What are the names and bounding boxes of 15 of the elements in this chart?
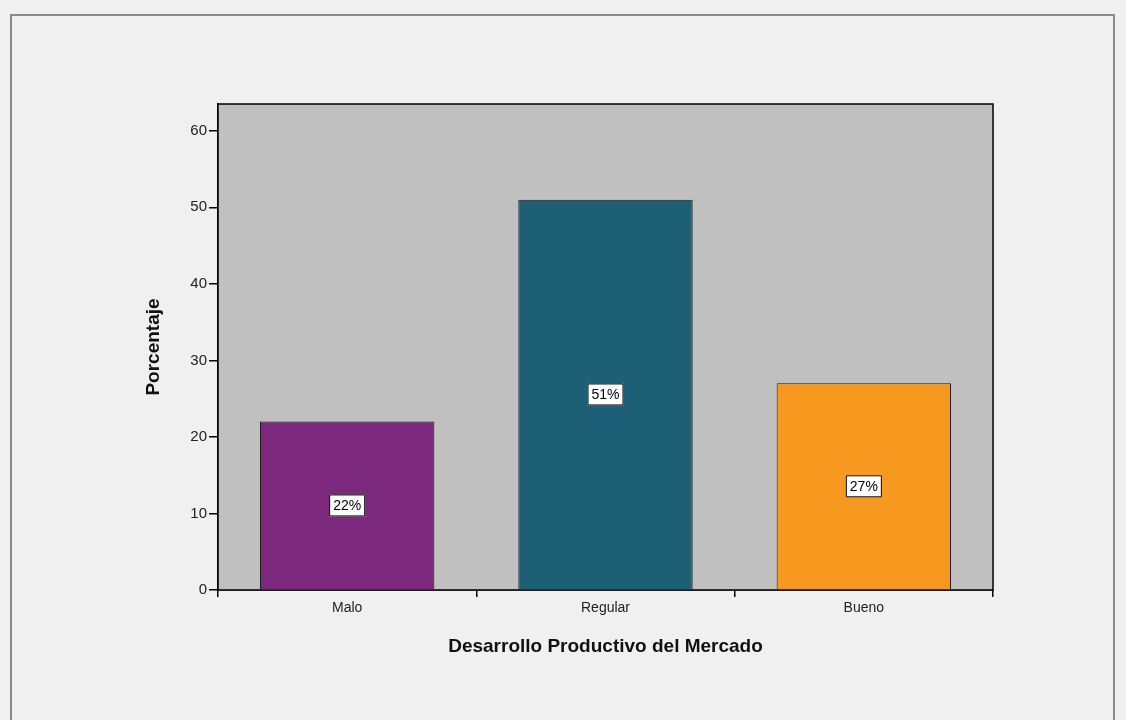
y-tick-label: 10 [190,503,207,521]
y-axis-title: Porcentaje [141,298,163,396]
y-tick-label: 60 [190,120,207,138]
data-label: 27% [849,478,878,495]
data-label: 22% [333,497,362,514]
y-tick-label: 50 [190,197,207,215]
y-tick-label: 0 [198,580,207,598]
data-label: 51% [591,386,620,403]
x-tick-label: Bueno [843,599,885,616]
x-axis-title: Desarrollo Productivo del Mercado [448,634,763,656]
x-tick-label: Regular [580,599,631,616]
y-tick-label: 20 [190,427,207,445]
x-tick-label: Malo [331,599,363,616]
y-tick-label: 40 [190,274,207,291]
y-tick-label: 30 [190,350,207,368]
